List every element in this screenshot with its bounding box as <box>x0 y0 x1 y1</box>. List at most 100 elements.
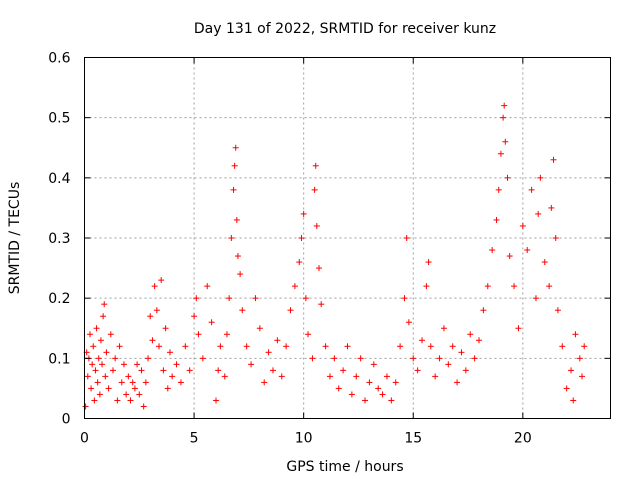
data-point <box>248 361 255 368</box>
data-point <box>142 379 149 386</box>
data-point <box>230 186 237 193</box>
data-point <box>93 325 100 332</box>
data-point <box>103 349 110 356</box>
data-point <box>410 355 417 362</box>
data-point <box>228 235 235 241</box>
data-point <box>213 397 219 404</box>
data-point <box>223 331 230 338</box>
data-point <box>186 367 193 374</box>
data-point <box>546 283 553 290</box>
data-point <box>379 391 386 398</box>
data-point <box>118 379 125 386</box>
data-point <box>91 397 98 404</box>
data-point <box>99 361 106 368</box>
data-point <box>191 313 198 320</box>
data-point <box>166 349 173 356</box>
x-tick-label: 5 <box>190 431 199 447</box>
data-point <box>173 361 180 368</box>
data-point <box>501 102 508 109</box>
data-point <box>149 337 156 344</box>
data-point <box>100 313 107 320</box>
data-point <box>554 307 561 314</box>
data-point <box>147 313 154 320</box>
data-point <box>215 367 222 374</box>
data-point <box>467 331 474 338</box>
data-point <box>392 379 399 386</box>
data-point <box>84 373 91 380</box>
data-point <box>193 295 200 302</box>
data-point <box>162 325 169 332</box>
data-point <box>217 343 224 350</box>
y-axis-label: SRMTID / TECUs <box>7 182 23 295</box>
data-point <box>423 283 430 290</box>
data-point <box>383 373 390 380</box>
data-point <box>92 367 99 374</box>
data-point <box>156 343 163 350</box>
data-point <box>318 301 325 308</box>
data-point <box>322 343 329 350</box>
data-point <box>471 355 478 362</box>
data-point <box>524 247 531 254</box>
data-point <box>129 379 136 386</box>
data-point <box>313 222 320 229</box>
y-tick-label: 0.3 <box>48 231 70 247</box>
data-point <box>302 295 309 302</box>
data-point <box>579 373 586 380</box>
data-point <box>96 391 103 398</box>
data-point <box>120 361 127 368</box>
data-point <box>388 397 395 404</box>
data-point <box>312 162 319 169</box>
data-point <box>484 283 491 290</box>
data-point <box>112 355 119 362</box>
data-point <box>88 385 95 392</box>
data-point <box>234 253 241 260</box>
data-point <box>576 355 583 362</box>
data-point <box>291 283 298 290</box>
data-point <box>116 343 123 350</box>
data-point <box>348 391 355 398</box>
data-point <box>548 204 555 211</box>
data-point <box>296 259 303 266</box>
data-point <box>497 150 504 157</box>
data-point <box>114 397 121 404</box>
x-tick-label: 15 <box>404 431 422 447</box>
data-point <box>298 235 305 241</box>
data-point <box>552 235 559 241</box>
data-point <box>283 343 290 350</box>
data-point <box>204 283 211 290</box>
data-point <box>237 271 244 278</box>
data-point <box>405 319 412 326</box>
data-point <box>458 349 465 356</box>
data-point <box>158 277 165 284</box>
data-point <box>532 295 539 302</box>
data-point <box>95 355 102 362</box>
data-point <box>353 373 360 380</box>
y-tick-label: 0 <box>62 412 71 428</box>
data-point <box>462 367 469 374</box>
data-point <box>311 186 318 193</box>
data-point <box>537 174 544 181</box>
data-point <box>340 367 347 374</box>
data-point <box>232 144 239 151</box>
data-point <box>344 343 351 350</box>
x-tick-label: 20 <box>514 431 532 447</box>
data-point <box>403 235 410 241</box>
data-point <box>511 283 518 290</box>
data-point <box>94 379 101 386</box>
data-point <box>226 295 233 302</box>
data-point <box>102 373 109 380</box>
data-point <box>362 397 369 404</box>
data-point <box>221 373 228 380</box>
data-point <box>419 337 426 344</box>
data-point <box>182 343 189 350</box>
data-point <box>309 355 316 362</box>
data-point <box>449 343 456 350</box>
data-point <box>287 307 294 314</box>
data-point <box>101 301 108 308</box>
data-point <box>357 355 364 362</box>
data-point <box>436 355 443 362</box>
data-point <box>269 367 276 374</box>
data-point <box>305 331 312 338</box>
data-point <box>131 385 138 392</box>
data-point <box>90 343 97 350</box>
